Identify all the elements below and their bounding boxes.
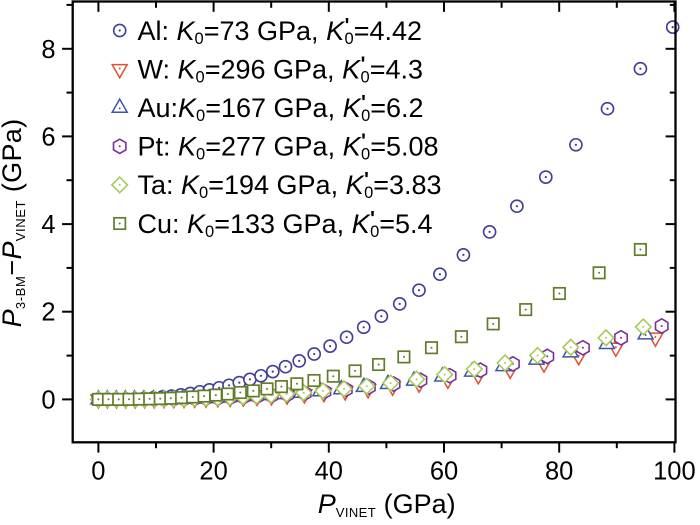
svg-text:8: 8 — [41, 36, 55, 64]
svg-text:0: 0 — [41, 386, 55, 414]
svg-text:Au:K0=167 GPa, K'0=6.2: Au:K0=167 GPa, K' 0=6.2 — [138, 92, 424, 125]
svg-text:2: 2 — [41, 299, 55, 327]
svg-text:20: 20 — [199, 457, 227, 485]
svg-text:100: 100 — [653, 457, 696, 485]
svg-text:60: 60 — [430, 457, 458, 485]
svg-text:6: 6 — [41, 123, 55, 151]
svg-text:80: 80 — [545, 457, 573, 485]
svg-text:Cu: K0=133 GPa, K'0=5.4: Cu: K0=133 GPa, K' 0=5.4 — [138, 208, 433, 241]
svg-text:P3-BM−PVINET (GPa): P3-BM−PVINET (GPa) — [0, 119, 28, 328]
svg-text:Pt: K0=277 GPa, K'0=5.08: Pt: K0=277 GPa, K' 0=5.08 — [138, 131, 439, 164]
svg-text:PVINET (GPa): PVINET (GPa) — [318, 489, 456, 520]
svg-text:Ta: K0=194 GPa, K'0=3.83: Ta: K0=194 GPa, K' 0=3.83 — [138, 169, 442, 202]
svg-text:40: 40 — [315, 457, 343, 485]
svg-text:4: 4 — [41, 211, 55, 239]
svg-text:0: 0 — [91, 457, 105, 485]
svg-text:Al: K0=73 GPa, K'0=4.42: Al: K0=73 GPa, K' 0=4.42 — [138, 15, 423, 48]
svg-text:W: K0=296 GPa, K'0=4.3: W: K0=296 GPa, K' 0=4.3 — [138, 53, 424, 86]
